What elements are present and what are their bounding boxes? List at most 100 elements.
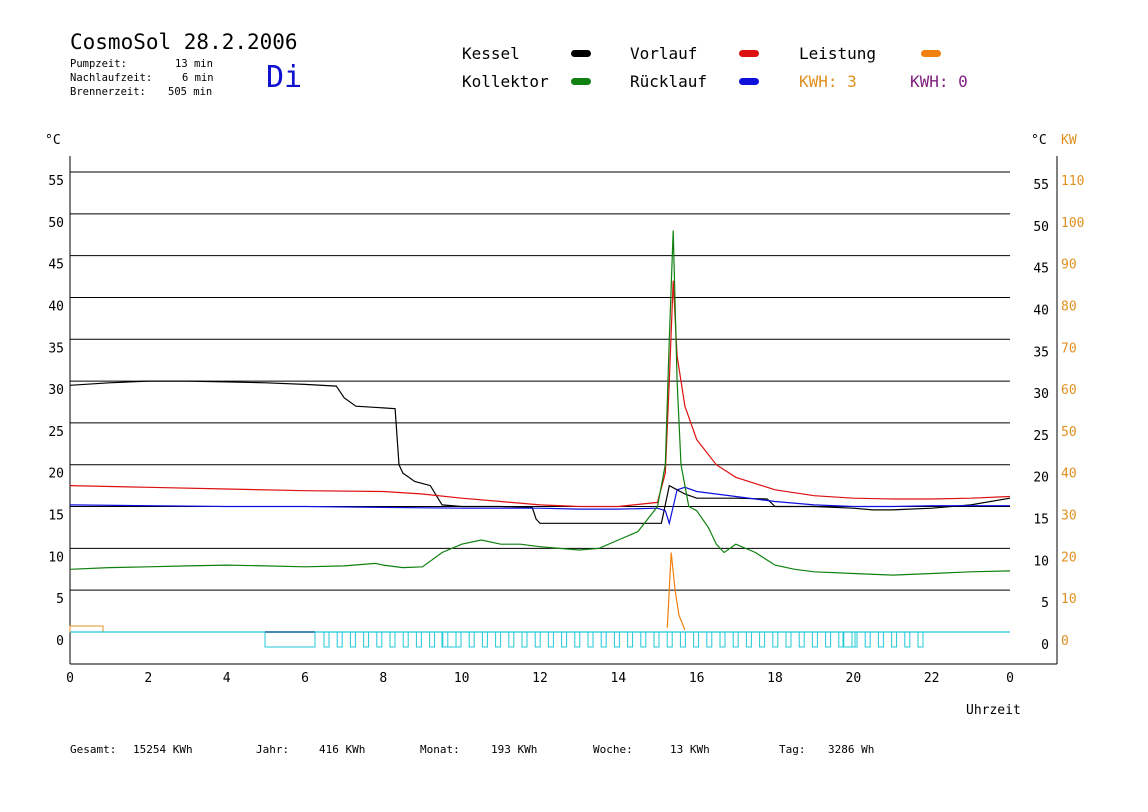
status-pulse xyxy=(521,631,528,648)
status-pulse xyxy=(402,631,409,648)
x-tick-label: 14 xyxy=(611,671,627,686)
footer-tag-value: 3286 Wh xyxy=(828,743,875,756)
x-tick-label: 12 xyxy=(532,671,548,686)
footer-tag-label: Tag: xyxy=(779,743,806,756)
y-tick-label-power: 110 xyxy=(1061,174,1084,189)
y-tick-label-power: 50 xyxy=(1061,425,1077,440)
status-pulse xyxy=(745,631,752,648)
status-pulse xyxy=(481,631,488,648)
x-tick-label: 4 xyxy=(223,671,231,686)
footer-jahr-label: Jahr: xyxy=(256,743,290,756)
status-pulse xyxy=(429,631,436,648)
chart-title: CosmoSol 28.2.2006 xyxy=(70,30,298,54)
series-line-vorlauf xyxy=(69,280,1011,508)
status-pulse xyxy=(719,631,726,648)
series-line-rcklauf xyxy=(69,486,1010,526)
legend-kollektor-label: Kollektor xyxy=(462,72,549,91)
x-tick-label: 8 xyxy=(379,671,387,686)
status-bar-orange xyxy=(69,625,104,633)
stat-nachlaufzeit-value: 6 min xyxy=(182,72,214,84)
footer-gesamt-value: 15254 KWh xyxy=(133,743,193,756)
y-tick-label-right: 35 xyxy=(1033,345,1049,360)
footer-woche-label: Woche: xyxy=(593,743,633,756)
y-tick-label-right: 5 xyxy=(1041,596,1049,611)
status-pulse xyxy=(759,631,766,648)
status-pulse xyxy=(323,631,330,648)
status-pulse xyxy=(547,631,554,648)
status-pulse xyxy=(693,631,700,648)
status-pulse xyxy=(600,631,607,648)
y-axis-label-right: °C xyxy=(1031,133,1047,148)
y-tick-label-power: 0 xyxy=(1061,634,1069,649)
status-pulse xyxy=(732,631,739,648)
series-line-leistung xyxy=(666,552,686,631)
status-bar-cyan xyxy=(264,631,316,648)
stat-pumpzeit-label: Pumpzeit: xyxy=(70,58,127,70)
status-pulse xyxy=(468,631,475,648)
status-pulse xyxy=(349,631,356,648)
y-tick-label-power: 20 xyxy=(1061,550,1077,565)
y-ticks-right: 0 5 10 15 20 25 30 35 40 45 50 55 xyxy=(1033,178,1049,653)
y-tick-label-right: 40 xyxy=(1033,303,1049,318)
status-pulse xyxy=(653,631,660,648)
weekday-label: Di xyxy=(266,60,303,95)
footer-monat-label: Monat: xyxy=(420,743,460,756)
status-pulse xyxy=(415,631,422,648)
legend-kwh-solar: KWH: 3 xyxy=(799,72,857,91)
y-tick-label-right: 10 xyxy=(1033,554,1049,569)
status-pulse xyxy=(904,631,911,648)
status-pulse xyxy=(534,631,541,648)
status-pulse xyxy=(613,631,620,648)
y-ticks-power: 0 10 20 30 40 50 60 70 80 90 100 110 xyxy=(1061,174,1084,649)
series-line-kessel xyxy=(69,380,1011,524)
status-pulse xyxy=(877,631,884,648)
status-pulse xyxy=(508,631,515,648)
x-tick-label: 6 xyxy=(301,671,309,686)
y-tick-label-right: 25 xyxy=(1033,429,1049,444)
x-tick-label: 22 xyxy=(924,671,940,686)
y-tick-label-right: 30 xyxy=(1033,387,1049,402)
y-ticks-left: 0 5 10 15 20 25 30 35 40 45 50 55 xyxy=(48,174,64,649)
status-pulse xyxy=(561,631,568,648)
status-pulse xyxy=(495,631,502,648)
status-pulse xyxy=(706,631,713,648)
y-tick-label-power: 30 xyxy=(1061,509,1077,524)
y-tick-label-right: 0 xyxy=(1041,638,1049,653)
series-line-kollektor xyxy=(69,230,1011,576)
y-tick-label-left: 5 xyxy=(56,592,64,607)
status-pulse xyxy=(772,631,779,648)
y-tick-label-left: 50 xyxy=(48,216,64,231)
status-pulse xyxy=(640,631,647,648)
legend-vorlauf-swatch xyxy=(739,50,759,57)
stat-pumpzeit-value: 13 min xyxy=(175,58,213,70)
y-tick-label-power: 80 xyxy=(1061,299,1077,314)
y-axis-label-power: KW xyxy=(1061,133,1077,148)
footer-jahr-value: 416 KWh xyxy=(319,743,366,756)
x-axis-label: Uhrzeit xyxy=(966,703,1021,718)
legend-ruecklauf-label: Rücklauf xyxy=(630,72,708,91)
y-tick-label-right: 20 xyxy=(1033,471,1049,486)
legend-leistung-swatch xyxy=(921,50,941,57)
footer-monat-value: 193 KWh xyxy=(491,743,538,756)
legend-vorlauf-label: Vorlauf xyxy=(630,44,698,63)
y-tick-label-left: 15 xyxy=(48,509,64,524)
legend-kessel-label: Kessel xyxy=(462,44,520,63)
y-axis-label-left: °C xyxy=(45,133,61,148)
x-tick-label: 10 xyxy=(454,671,470,686)
stat-nachlaufzeit-label: Nachlaufzeit: xyxy=(70,72,153,84)
status-pulse xyxy=(917,631,924,648)
status-pulse-wide xyxy=(842,631,856,648)
legend-kessel-swatch xyxy=(571,50,591,57)
legend-ruecklauf-swatch xyxy=(739,78,759,85)
y-tick-label-left: 45 xyxy=(48,258,64,273)
status-pulse xyxy=(455,631,462,648)
y-tick-label-power: 60 xyxy=(1061,383,1077,398)
footer-woche-value: 13 KWh xyxy=(670,743,710,756)
status-pulse xyxy=(389,631,396,648)
y-tick-label-right: 50 xyxy=(1033,220,1049,235)
y-tick-label-power: 100 xyxy=(1061,216,1084,231)
y-tick-label-right: 55 xyxy=(1033,178,1049,193)
status-pulse xyxy=(627,631,634,648)
legend-leistung-label: Leistung xyxy=(799,44,877,63)
